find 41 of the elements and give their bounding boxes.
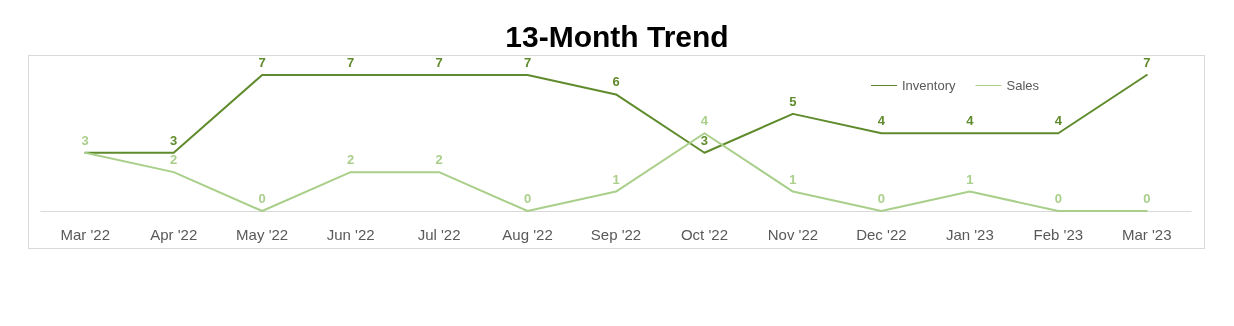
data-label: 3 (170, 132, 178, 148)
data-label: 1 (789, 171, 797, 187)
data-label: 2 (170, 152, 178, 168)
x-tick-label: Dec '22 (856, 226, 907, 243)
data-label: 2 (435, 152, 443, 168)
chart-title: 13-Month Trend (505, 19, 729, 53)
x-tick-label: May '22 (236, 226, 289, 243)
data-label: 4 (966, 113, 975, 129)
data-label: 7 (258, 55, 266, 70)
x-tick-label: Aug '22 (502, 226, 553, 243)
x-tick-label: Nov '22 (767, 226, 819, 243)
x-tick-label: Mar '23 (1121, 226, 1172, 243)
x-tick-label: Jan '23 (945, 226, 994, 243)
x-tick-label: Oct '22 (680, 226, 728, 243)
data-label: 4 (877, 113, 886, 129)
data-label: 4 (700, 113, 709, 129)
legend-label: Inventory (902, 78, 956, 93)
data-label: 3 (700, 132, 709, 148)
data-label: 6 (612, 74, 620, 90)
data-label: 5 (789, 93, 797, 109)
x-tick-label: Jun '22 (326, 226, 375, 243)
data-label: 0 (877, 191, 885, 206)
data-label: 0 (258, 191, 266, 206)
x-tick-label: Feb '23 (1033, 226, 1084, 243)
x-tick-label: Sep '22 (590, 226, 642, 243)
data-label: 2 (347, 152, 355, 168)
x-tick-label: Mar '22 (60, 226, 111, 243)
data-label: 7 (435, 55, 443, 70)
data-label: 4 (1054, 113, 1063, 129)
data-label: 0 (1143, 191, 1151, 206)
data-label: 7 (523, 55, 532, 70)
data-label: 7 (1143, 55, 1151, 70)
legend-label: Sales (1006, 78, 1040, 93)
data-label: 0 (523, 191, 532, 206)
data-label: 0 (1054, 191, 1062, 206)
data-label: 1 (612, 171, 620, 187)
data-label: 1 (966, 171, 974, 187)
data-label: 3 (81, 132, 89, 148)
data-label: 7 (347, 55, 355, 70)
x-tick-label: Jul '22 (417, 226, 461, 243)
x-tick-label: Apr '22 (150, 226, 198, 243)
